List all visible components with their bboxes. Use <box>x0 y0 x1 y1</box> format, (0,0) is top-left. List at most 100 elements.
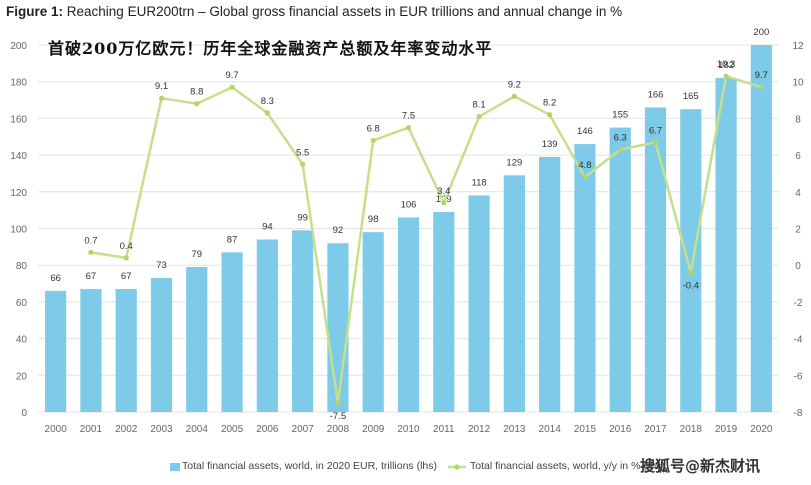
line-point <box>652 139 659 145</box>
x-tick-label: 2016 <box>609 424 632 435</box>
line-value-label: -7.5 <box>330 411 346 422</box>
legend <box>170 463 466 471</box>
x-tick-label: 2004 <box>186 424 209 435</box>
x-tick-label: 2014 <box>539 424 562 435</box>
x-tick-label: 2019 <box>715 424 738 435</box>
bar-value-label: 87 <box>227 234 238 245</box>
line-point <box>405 124 412 131</box>
x-axis: 2000 2001 2002 2003 2004 2005 2006 2007 2008 2009… <box>45 424 773 435</box>
line-point <box>370 137 376 144</box>
line-point <box>335 400 341 406</box>
line-point <box>123 255 129 261</box>
line-point <box>723 73 729 79</box>
left-tick-label: 40 <box>16 335 28 346</box>
bar <box>45 290 67 412</box>
x-tick-label: 2011 <box>433 424 455 435</box>
bar <box>186 267 208 412</box>
bar <box>292 230 314 412</box>
line-value-label: 6.3 <box>614 133 627 144</box>
line-point <box>158 95 165 101</box>
x-tick-label: 2010 <box>397 424 420 435</box>
bar <box>397 217 420 412</box>
line-point <box>264 110 270 116</box>
right-tick-label: -8 <box>794 408 803 419</box>
line-value-label: -0.4 <box>683 281 699 292</box>
legend-line-label: Total financial assets, world, y/y in % … <box>470 460 665 472</box>
figure-title-text: Reaching EUR200trn – Global gross financ… <box>66 4 623 19</box>
left-tick-label: 80 <box>16 261 28 272</box>
line-value-label: 8.3 <box>261 96 274 107</box>
line-value-label: 8.8 <box>190 87 203 98</box>
right-tick-label: 10 <box>792 78 804 89</box>
line-point <box>617 146 623 153</box>
figure-label: Figure 1: <box>6 4 64 19</box>
x-tick-label: 2012 <box>468 424 491 435</box>
bar-value-label: 92 <box>333 225 344 236</box>
line-point <box>476 113 482 120</box>
left-tick-label: 140 <box>10 151 27 162</box>
bar <box>327 243 349 412</box>
bar-value-label: 67 <box>121 271 132 282</box>
bar-value-label: 118 <box>471 177 486 188</box>
legend-bar-label: Total financial assets, world, in 2020 E… <box>182 460 438 472</box>
x-tick-label: 2000 <box>45 424 68 435</box>
bar-labels: 66 67 67 73 79 87 94 99 92 98 106 109 118 129 139 146 15… <box>50 27 769 284</box>
bar-value-label: 67 <box>86 271 97 282</box>
x-tick-label: 2020 <box>750 424 773 435</box>
x-tick-label: 2008 <box>327 424 350 435</box>
figure-title: Figure 1: Reaching EUR200trn – Global gr… <box>6 4 622 19</box>
bar-value-label: 109 <box>436 194 452 205</box>
right-tick-label: 4 <box>795 188 801 199</box>
bar-value-label: 79 <box>191 249 202 260</box>
right-tick-label: -6 <box>794 371 803 382</box>
left-tick-label: 180 <box>10 78 27 89</box>
bar-value-label: 94 <box>262 222 273 233</box>
left-tick-label: 120 <box>10 188 27 199</box>
bar-value-label: 99 <box>297 212 308 223</box>
left-tick-label: 60 <box>16 298 28 309</box>
line-value-label: 9.7 <box>225 70 238 81</box>
bar <box>644 107 667 412</box>
x-tick-label: 2013 <box>503 424 526 435</box>
line-value-label: 7.5 <box>402 111 415 122</box>
right-tick-label: 12 <box>792 41 804 52</box>
legend-line-marker <box>454 464 460 470</box>
bar <box>715 78 737 412</box>
watermark: 搜狐号@新杰财讯 <box>640 457 761 475</box>
bar <box>362 232 384 412</box>
bar <box>433 211 455 412</box>
line-value-label: 5.5 <box>296 147 309 158</box>
bar-value-label: 165 <box>683 91 699 102</box>
bar <box>680 109 702 412</box>
x-tick-label: 2005 <box>221 424 244 435</box>
line-point <box>229 84 235 90</box>
line-point <box>88 249 94 255</box>
left-tick-label: 0 <box>21 408 27 419</box>
x-tick-label: 2018 <box>680 424 703 435</box>
line-value-label: 8.1 <box>472 100 485 111</box>
right-tick-label: -2 <box>794 298 803 309</box>
right-tick-label: 8 <box>795 114 801 125</box>
bar <box>609 127 631 412</box>
bar-value-label: 66 <box>50 273 61 284</box>
bar <box>256 239 278 412</box>
bar-value-label: 200 <box>753 27 769 38</box>
bar <box>503 175 525 412</box>
right-axis: -8 -6 -4 -2 0 2 4 6 8 10 12 <box>792 41 804 419</box>
line-point <box>547 112 553 118</box>
line-point <box>511 93 517 99</box>
bar-value-label: 182 <box>718 60 734 71</box>
legend-bar-swatch <box>170 463 180 471</box>
overlay-title: 首破200万亿欧元！历年全球金融资产总额及年率变动水平 <box>48 39 493 58</box>
bar-value-label: 139 <box>542 139 558 150</box>
bar-value-label: 146 <box>577 126 593 137</box>
x-tick-label: 2002 <box>115 424 138 435</box>
bar <box>750 45 772 412</box>
growth-line <box>90 74 762 405</box>
line-value-label: 6.8 <box>367 123 380 134</box>
bar <box>574 144 596 412</box>
line-value-label: 4.8 <box>578 160 591 171</box>
left-tick-label: 100 <box>10 225 27 236</box>
right-tick-label: -4 <box>794 335 803 346</box>
